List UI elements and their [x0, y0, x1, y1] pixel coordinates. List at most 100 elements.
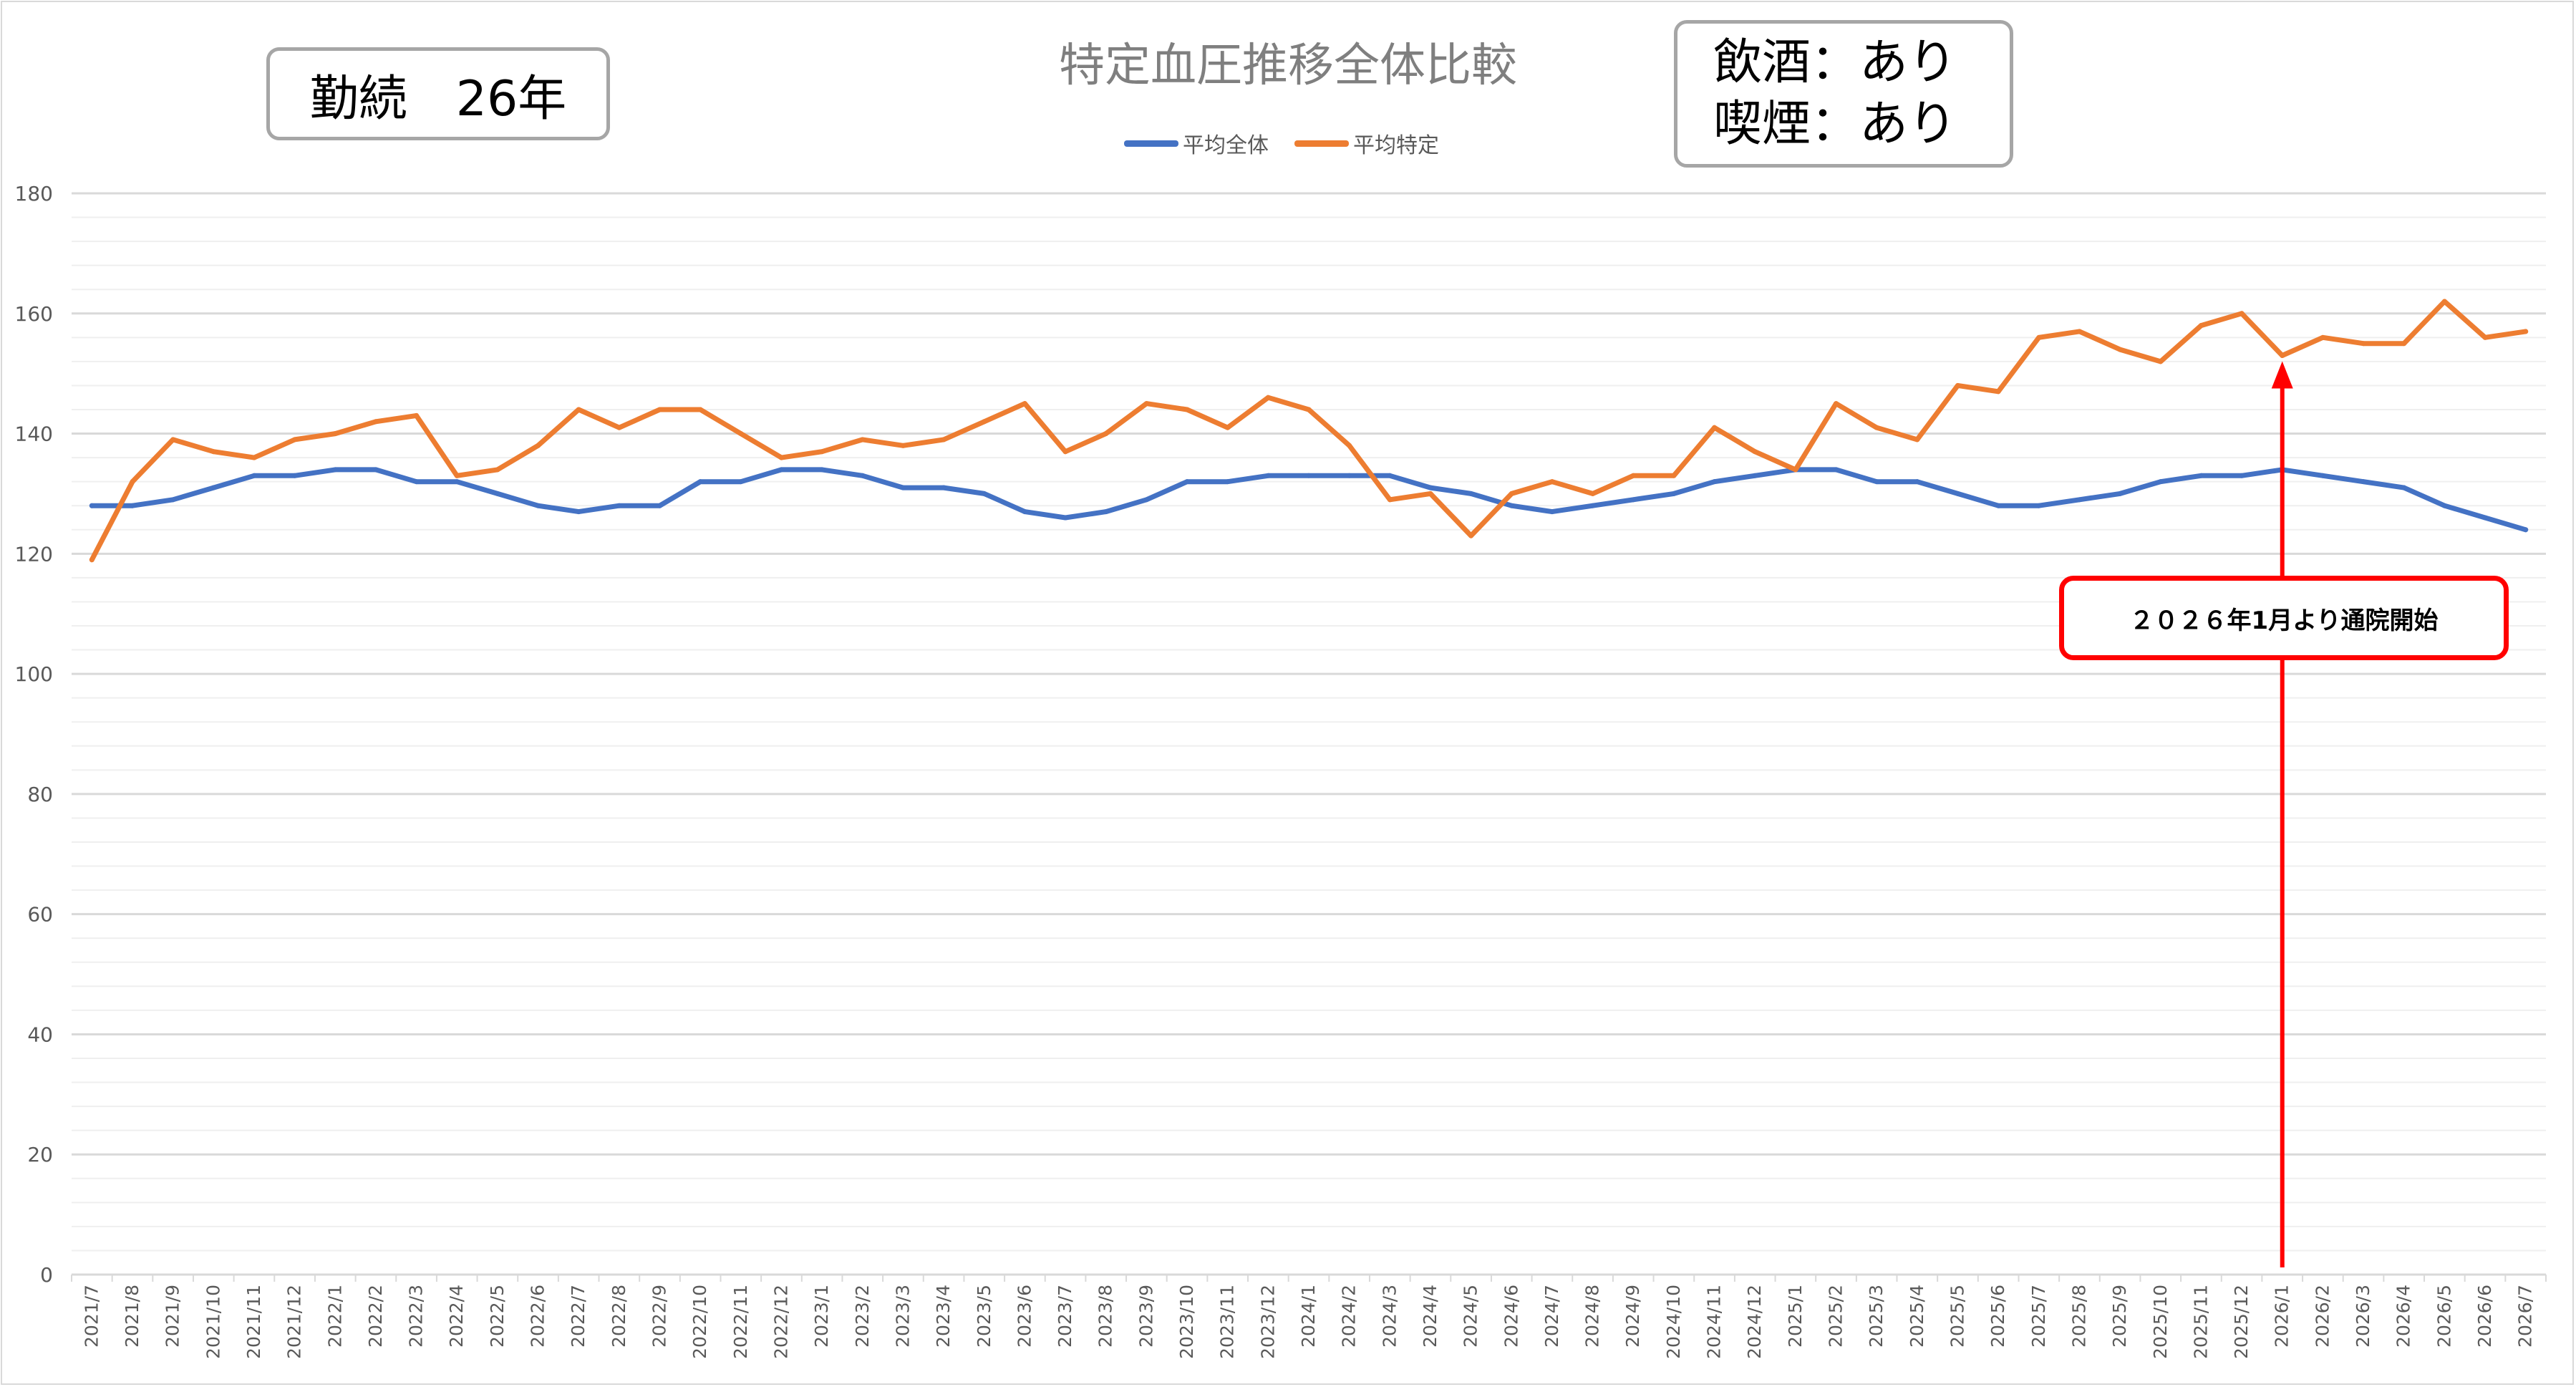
data-point-0	[1184, 479, 1190, 485]
x-tick-label: 2025/7	[2028, 1285, 2049, 1348]
data-point-1	[2360, 341, 2366, 347]
x-tick-label: 2026/7	[2515, 1285, 2536, 1348]
data-point-0	[89, 503, 95, 508]
x-tick-label: 2025/8	[2068, 1285, 2089, 1348]
data-point-1	[89, 557, 95, 563]
data-point-0	[1022, 509, 1027, 515]
data-point-0	[2320, 473, 2325, 478]
x-tick-label: 2023/4	[933, 1285, 954, 1348]
data-point-0	[2360, 479, 2366, 485]
data-point-1	[373, 419, 379, 425]
x-tick-label: 2021/10	[203, 1285, 223, 1359]
data-point-0	[536, 503, 541, 508]
data-point-1	[2076, 329, 2082, 334]
data-point-0	[2117, 490, 2123, 496]
data-point-1	[2036, 334, 2042, 340]
x-tick-label: 2021/11	[243, 1285, 264, 1359]
x-tick-label: 2024/7	[1541, 1285, 1562, 1348]
y-tick-label: 40	[27, 1023, 53, 1046]
data-point-0	[1265, 473, 1271, 478]
data-point-0	[657, 503, 663, 508]
x-tick-label: 2025/11	[2190, 1285, 2211, 1359]
data-point-1	[495, 467, 500, 473]
data-point-1	[170, 437, 176, 443]
x-tick-label: 2026/1	[2272, 1285, 2292, 1348]
x-tick-label: 2025/6	[1987, 1285, 2008, 1348]
data-point-1	[1752, 449, 1758, 455]
legend-label-specific: 平均特定	[1353, 133, 1439, 158]
x-tick-label: 2022/11	[730, 1285, 751, 1359]
data-point-0	[1590, 503, 1596, 508]
data-point-1	[657, 407, 663, 412]
x-tick-label: 2026/6	[2474, 1285, 2495, 1348]
data-point-1	[1671, 473, 1677, 478]
data-point-1	[1347, 443, 1352, 448]
x-tick-label: 2022/10	[689, 1285, 710, 1359]
x-tick-label: 2024/6	[1501, 1285, 1521, 1348]
x-tick-label: 2024/9	[1622, 1285, 1643, 1348]
x-tick-label: 2023/1	[811, 1285, 832, 1348]
x-tick-label: 2025/1	[1785, 1285, 1806, 1348]
data-point-0	[1387, 473, 1393, 478]
data-point-1	[1712, 425, 1718, 430]
x-tick-label: 2024/2	[1339, 1285, 1360, 1348]
data-point-0	[1955, 490, 1960, 496]
data-point-1	[819, 449, 825, 455]
data-point-1	[1387, 497, 1393, 503]
habits-box: 飲酒：あり 喫煙：あり	[1674, 20, 2013, 168]
legend-item-specific: 平均特定	[1294, 127, 1439, 159]
x-tick-label: 2025/12	[2231, 1285, 2252, 1359]
data-point-0	[982, 490, 987, 496]
y-tick-label: 160	[15, 302, 53, 326]
data-point-1	[1428, 490, 1433, 496]
x-tick-label: 2023/5	[974, 1285, 994, 1348]
data-point-1	[2158, 359, 2164, 364]
tenure-text: 勤続 26年	[309, 70, 567, 127]
x-tick-label: 2025/4	[1907, 1285, 1927, 1348]
data-point-0	[860, 473, 866, 478]
y-tick-label: 100	[15, 662, 53, 686]
x-tick-label: 2022/4	[446, 1285, 467, 1348]
x-tick-label: 2026/3	[2353, 1285, 2373, 1348]
data-point-0	[1103, 509, 1109, 515]
data-point-1	[1225, 425, 1231, 430]
data-point-1	[616, 425, 622, 430]
x-tick-label: 2024/10	[1663, 1285, 1684, 1359]
x-tick-label: 2022/6	[528, 1285, 548, 1348]
x-tick-label: 2022/7	[568, 1285, 589, 1348]
data-point-1	[2239, 311, 2245, 316]
data-point-0	[1752, 473, 1758, 478]
data-point-0	[900, 485, 906, 490]
data-point-1	[1184, 407, 1190, 412]
data-point-0	[941, 485, 946, 490]
x-tick-label: 2022/3	[406, 1285, 427, 1348]
data-point-1	[1022, 401, 1027, 407]
data-point-0	[738, 479, 744, 485]
x-tick-label: 2023/6	[1014, 1285, 1035, 1348]
data-point-1	[2117, 347, 2123, 352]
x-tick-label: 2025/3	[1866, 1285, 1887, 1348]
data-point-0	[2036, 503, 2042, 508]
data-point-0	[1428, 485, 1433, 490]
x-tick-label: 2025/9	[2109, 1285, 2130, 1348]
chart-title: 特定血圧推移全体比較	[1059, 39, 1517, 92]
treatment-start-note: ２０２６年1月より通院開始	[2059, 576, 2509, 660]
legend-swatch-overall	[1124, 140, 1178, 147]
x-tick-label: 2024/8	[1582, 1285, 1603, 1348]
data-point-0	[576, 509, 581, 515]
x-tick-label: 2025/5	[1947, 1285, 1967, 1348]
data-point-0	[373, 467, 379, 473]
x-tick-label: 2026/2	[2312, 1285, 2333, 1348]
data-point-0	[2441, 503, 2447, 508]
data-point-1	[414, 412, 420, 418]
data-point-0	[778, 467, 784, 473]
data-point-0	[292, 473, 298, 478]
x-tick-label: 2022/8	[609, 1285, 629, 1348]
y-tick-label: 80	[27, 783, 53, 806]
series-line-0	[89, 467, 2529, 533]
y-tick-label: 0	[40, 1263, 53, 1287]
tenure-box: 勤続 26年	[266, 47, 610, 140]
data-point-1	[941, 437, 946, 443]
